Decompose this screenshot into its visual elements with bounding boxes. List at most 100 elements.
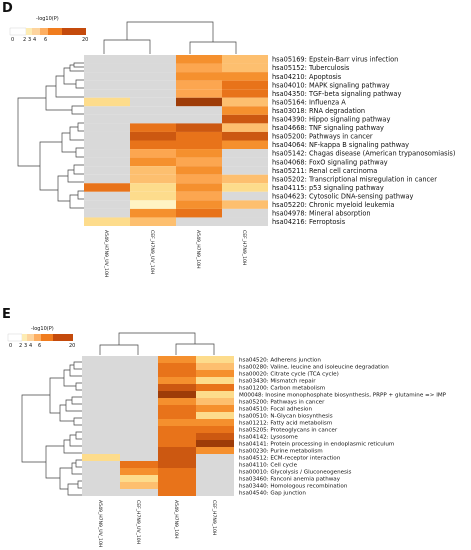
legend-tick: 2 — [23, 37, 26, 43]
column-label: CEF_H7N9_10H — [241, 230, 247, 265]
heatmap-cell — [196, 377, 234, 384]
heatmap-cell — [222, 63, 268, 73]
row-label: hsa04510: Focal adhesion — [239, 406, 312, 412]
heatmap-cell — [84, 131, 130, 141]
heatmap-cell — [176, 208, 222, 218]
heatmap-cell — [120, 370, 158, 377]
row-label: hsa04390: Hippo signaling pathway — [272, 116, 390, 124]
legend-swatch — [32, 28, 40, 35]
heatmap-cell — [222, 174, 268, 184]
heatmap-cell — [84, 80, 130, 90]
heatmap-cell — [196, 391, 234, 398]
heatmap-e — [82, 356, 234, 496]
row-label: hsa05202: Transcriptional misregulation … — [272, 175, 437, 183]
column-labels-d: A549_H7N9_UV_10H CEF_H7N9_UV_10H A549_H7N9… — [103, 230, 247, 277]
heatmap-cell — [176, 174, 222, 184]
row-label: hsa05152: Tuberculosis — [272, 64, 350, 72]
heatmap-cell — [196, 419, 234, 426]
legend-d: -log10(P) 0 2 3 4 6 20 — [9, 16, 88, 43]
heatmap-cell — [120, 447, 158, 454]
row-label: hsa04210: Apoptosis — [272, 73, 342, 81]
row-label: hsa04115: p53 signaling pathway — [272, 184, 384, 192]
heatmap-cell — [130, 72, 176, 81]
heatmap-cell — [222, 217, 268, 226]
heatmap-cell — [130, 80, 176, 90]
heatmap-cell — [176, 191, 222, 201]
column-label: CEF_H7N9_UV_10H — [135, 500, 141, 544]
row-dendrogram-d — [17, 62, 84, 209]
column-label: A549_H7N9_10H — [173, 500, 179, 539]
heatmap-cell — [130, 191, 176, 201]
heatmap-cell — [158, 398, 196, 405]
row-label: hsa05169: Epstein-Barr virus infection — [272, 56, 398, 64]
legend-swatch — [41, 334, 53, 341]
heatmap-cell — [176, 157, 222, 167]
heatmap-cell — [82, 419, 120, 426]
row-label: hsa01212: Fatty acid metabolism — [239, 420, 332, 426]
heatmap-cell — [196, 412, 234, 419]
heatmap-cell — [84, 114, 130, 124]
row-label: hsa00510: N-Glycan biosynthesis — [239, 413, 333, 419]
heatmap-cell — [196, 461, 234, 468]
row-label: hsa03440: Homologous recombination — [239, 483, 348, 489]
heatmap-cell — [120, 398, 158, 405]
heatmap-cell — [196, 482, 234, 489]
heatmap-cell — [84, 174, 130, 184]
heatmap-cell — [196, 433, 234, 440]
row-label: hsa03430: Mismatch repair — [239, 378, 316, 384]
row-label: hsa05205: Proteoglycans in cancer — [239, 427, 338, 433]
heatmap-cell — [82, 447, 120, 454]
legend-swatch — [62, 28, 86, 35]
heatmap-cell — [222, 106, 268, 115]
heatmap-cell — [176, 149, 222, 158]
heatmap-cell — [158, 405, 196, 412]
heatmap-cell — [158, 482, 196, 489]
heatmap-cell — [196, 398, 234, 405]
heatmap-cell — [120, 475, 158, 482]
heatmap-cell — [82, 433, 120, 440]
row-label: hsa03460: Fanconi anemia pathway — [239, 476, 341, 482]
heatmap-cell — [158, 454, 196, 461]
heatmap-cell — [84, 200, 130, 209]
heatmap-cell — [120, 363, 158, 370]
row-label: hsa04010: MAPK signaling pathway — [272, 81, 390, 89]
column-dendrogram-d — [103, 21, 237, 54]
row-label: hsa04512: ECM-receptor interaction — [239, 455, 341, 461]
row-label: hsa05142: Chagas disease (American trypa… — [272, 150, 455, 158]
heatmap-cell — [130, 97, 176, 107]
row-label: M00048: Inosine monophosphate biosynthes… — [239, 392, 447, 398]
row-label: hsa05220: Chronic myeloid leukemia — [272, 201, 394, 209]
heatmap-cell — [130, 208, 176, 218]
row-label: hsa05200: Pathways in cancer — [239, 399, 325, 405]
heatmap-cell — [158, 475, 196, 482]
heatmap-cell — [84, 183, 130, 192]
heatmap-cell — [158, 447, 196, 454]
heatmap-cell — [196, 475, 234, 482]
row-label: hsa03018: RNA degradation — [272, 107, 365, 115]
heatmap-cell — [222, 208, 268, 218]
heatmap-cell — [130, 200, 176, 209]
heatmap-cell — [158, 419, 196, 426]
heatmap-cell — [176, 106, 222, 115]
heatmap-cell — [176, 183, 222, 192]
heatmap-cell — [82, 384, 120, 391]
column-label: A549_H7N9_10H — [195, 230, 201, 269]
heatmap-d — [84, 55, 268, 226]
panel-letter-e: E — [2, 307, 11, 322]
heatmap-cell — [176, 97, 222, 107]
heatmap-cell — [158, 377, 196, 384]
column-label: A549_H7N9_UV_10H — [97, 500, 103, 547]
heatmap-cell — [222, 89, 268, 98]
heatmap-cell — [84, 208, 130, 218]
heatmap-cell — [130, 131, 176, 141]
column-label: CEF_H7N9_10H — [211, 500, 217, 535]
heatmap-cell — [84, 166, 130, 175]
row-label: hsa01200: Carbon metabolism — [239, 385, 325, 391]
heatmap-cell — [130, 217, 176, 226]
legend-e: -log10(P) 0 2 3 4 6 20 — [7, 326, 75, 349]
column-dendrogram-e — [99, 332, 215, 355]
heatmap-cell — [196, 440, 234, 447]
column-label: CEF_H7N9_UV_10H — [149, 230, 155, 274]
heatmap-cell — [84, 123, 130, 132]
